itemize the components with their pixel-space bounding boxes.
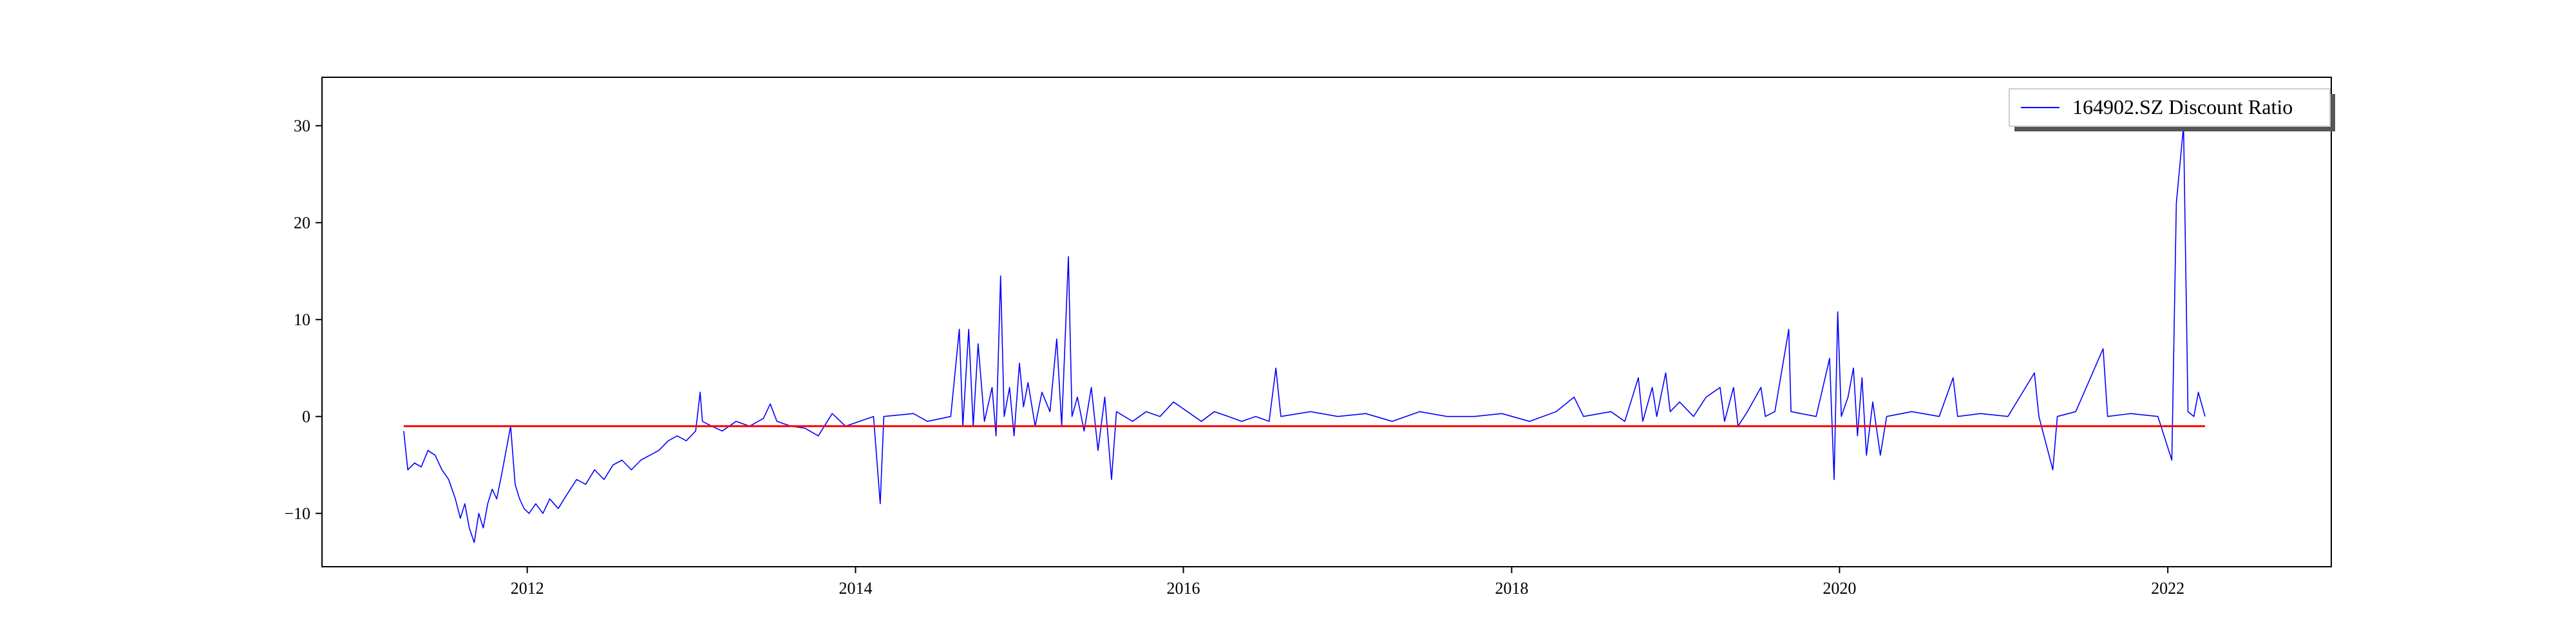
y-tick-label: 0 [302, 408, 310, 426]
axes: 2012 2014 2016 2018 2020 2022 −10 0 10 20 30 [284, 77, 2332, 598]
x-tick-label: 2022 [2151, 579, 2184, 598]
x-tick-label: 2012 [511, 579, 544, 598]
x-tick-label: 2018 [1495, 579, 1528, 598]
legend: 164902.SZ Discount Ratio [2009, 88, 2335, 131]
series-line-discount-ratio [403, 125, 2206, 544]
x-tick-label: 2020 [1823, 579, 1856, 598]
plot-frame [321, 77, 2332, 567]
legend-box [2009, 88, 2331, 127]
legend-entry-label: 164902.SZ Discount Ratio [2072, 95, 2293, 118]
y-tick-label: 20 [294, 214, 310, 232]
y-tick-label: −10 [284, 504, 310, 523]
x-tick-label: 2016 [1167, 579, 1200, 598]
x-tick-label: 2014 [838, 579, 872, 598]
plot-area [403, 125, 2206, 544]
y-tick-label: 10 [294, 310, 310, 329]
y-tick-label: 30 [294, 117, 310, 135]
